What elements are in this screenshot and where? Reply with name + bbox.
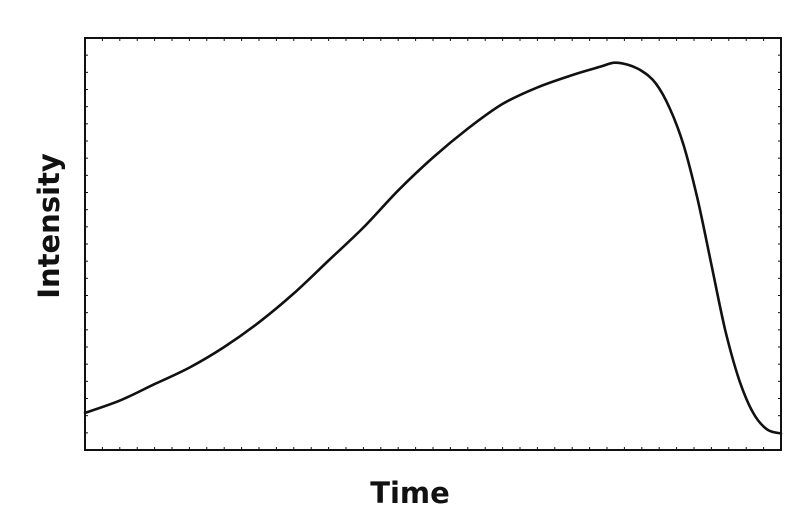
y-axis-label: Intensity xyxy=(32,153,66,299)
x-axis-label: Time xyxy=(370,476,450,510)
intensity-curve xyxy=(83,61,783,435)
axis-ticks xyxy=(85,38,781,450)
plot-frame xyxy=(84,37,782,451)
